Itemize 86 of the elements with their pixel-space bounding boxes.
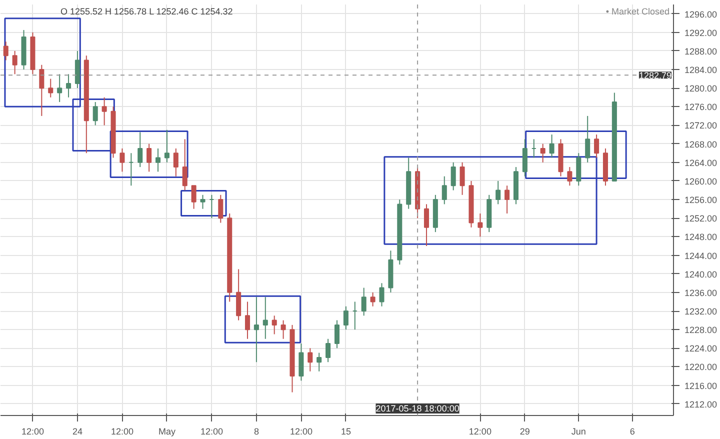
y-tick-label: 1216.00 [684, 380, 718, 391]
y-tick-label: 1236.00 [684, 288, 718, 298]
y-tick-label: 1244.00 [684, 250, 718, 261]
candlestick [12, 50, 18, 75]
candlestick [236, 268, 242, 321]
y-tick-label: 1248.00 [684, 232, 718, 242]
candlestick [504, 185, 510, 214]
y-tick-label: 1288.00 [684, 46, 718, 56]
candlestick [138, 132, 143, 168]
x-tick-label: 2017-05-18 18:00:00 [376, 404, 460, 414]
x-tick-label: Jun [571, 426, 586, 436]
y-tick-label: 1252.00 [684, 214, 718, 224]
annotation: • Market Closed [606, 6, 670, 16]
candlestick [254, 296, 259, 363]
candlestick [370, 292, 376, 307]
x-tick-label: May [158, 426, 176, 436]
y-tick-label: 1220.00 [684, 362, 718, 372]
candlestick [567, 166, 572, 186]
candlestick [92, 102, 98, 126]
candlestick [200, 194, 206, 210]
candlestick [218, 194, 224, 224]
candlestick [424, 204, 430, 246]
y-tick-label: 1256.00 [684, 195, 718, 206]
y-tick-label: 1224.00 [684, 344, 718, 354]
y-tick-label: 1276.00 [684, 102, 718, 112]
candlestick [262, 296, 268, 340]
annotation: O 1255.52 H 1256.78 L 1252.46 C 1254.32 [60, 6, 233, 16]
x-tick-label: 29 [520, 426, 530, 436]
x-tick-label: 12:00 [290, 426, 312, 436]
y-tick-label: 1228.00 [684, 325, 718, 336]
x-tick-label: 12:00 [200, 426, 223, 436]
y-tick-label: 1260.00 [684, 176, 718, 186]
y-tick-label: 1292.00 [684, 28, 718, 38]
candlestick [66, 74, 72, 98]
candlestick [334, 320, 340, 349]
candlestick [522, 138, 528, 177]
ref-line-label: 1282.79 [638, 70, 672, 81]
candlestick [39, 64, 44, 116]
candlestick [585, 115, 590, 163]
candlestick [155, 148, 161, 172]
x-tick-label: 12:00 [110, 426, 134, 436]
x-tick-label: 15 [340, 426, 351, 436]
candlestick [182, 138, 188, 191]
y-tick-label: 1264.00 [684, 158, 718, 168]
candlestick [450, 162, 456, 191]
candlestick [496, 180, 501, 205]
y-tick-label: 1296.00 [684, 9, 718, 20]
candlestick [164, 129, 170, 163]
y-tick-label: 1272.00 [684, 120, 718, 131]
candlestick [120, 148, 125, 172]
candlestick [102, 96, 107, 126]
candlestick [191, 185, 196, 210]
candlestick [57, 74, 62, 103]
candlestick [576, 152, 582, 186]
x-tick-label: 8 [254, 426, 259, 436]
candlestick [442, 176, 447, 205]
x-tick-label: 24 [72, 426, 82, 436]
candlestick [343, 306, 348, 330]
y-tick-label: 1280.00 [684, 84, 718, 94]
y-tick-label: 1284.00 [684, 65, 718, 76]
candlestick [280, 320, 286, 340]
candlestick [3, 41, 8, 61]
candlestick [549, 134, 554, 158]
y-tick-label: 1232.00 [684, 306, 718, 317]
y-tick-label: 1268.00 [684, 139, 718, 150]
candlestick [326, 338, 331, 363]
candlestick [540, 143, 546, 163]
candlestick [478, 212, 483, 238]
y-tick-label: 1240.00 [684, 269, 718, 280]
candlestick [594, 134, 600, 158]
candlestick [316, 352, 322, 372]
candlestick [272, 315, 277, 335]
x-tick-label: 12:00 [21, 426, 44, 436]
y-tick-label: 1212.00 [684, 399, 718, 410]
candlestick [244, 301, 250, 340]
candlestick [74, 50, 80, 89]
candlestick [460, 162, 465, 196]
candlestick [298, 343, 304, 382]
candlestick [146, 143, 152, 172]
x-tick-label: 6 [630, 426, 635, 436]
candlestick [308, 348, 313, 372]
candlestick [361, 287, 366, 316]
candlestick [173, 148, 178, 177]
x-tick-label: 12:00 [468, 426, 492, 436]
candlestick [379, 282, 384, 307]
candlestick [48, 78, 54, 98]
